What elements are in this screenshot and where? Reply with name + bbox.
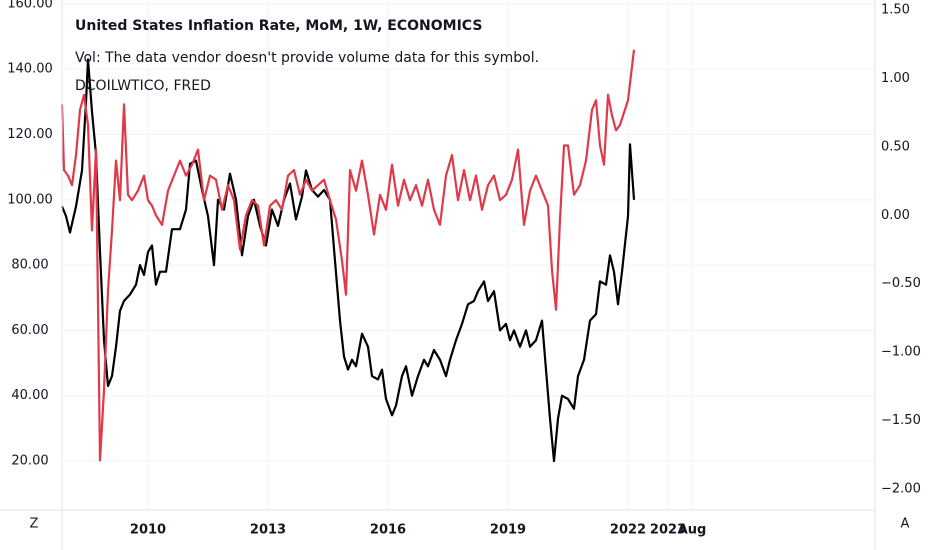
grid (62, 0, 875, 510)
x-tick-label: Aug (678, 523, 707, 538)
x-tick-label: 2023 (650, 523, 686, 538)
axis-labels: 20.00 40.00 60.00 80.00 100.00 120.00 140.00 16… (7, 0, 921, 538)
x-tick-label: 2022 (610, 523, 646, 538)
x-tick-label: 2019 (490, 523, 526, 538)
y2-tick-label: −1.50 (881, 413, 921, 428)
y-tick-label: 140.00 (7, 62, 53, 77)
scale-button[interactable]: A (901, 517, 910, 532)
annotation: DCOILWTICO, FRED (75, 78, 211, 94)
y-tick-label: 80.00 (11, 258, 48, 273)
y-tick-label: 40.00 (11, 388, 48, 403)
subtitle: Vol: The data vendor doesn't provide vol… (75, 50, 539, 66)
scale-button[interactable]: Z (30, 517, 39, 532)
y2-tick-label: −0.50 (881, 276, 921, 291)
x-tick-label: 2016 (370, 523, 406, 538)
line-series (60, 58, 636, 463)
y2-tick-label: −2.00 (881, 482, 921, 497)
plot-area (60, 49, 636, 463)
y-tick-label: 100.00 (7, 192, 53, 207)
x-tick-label: 2013 (250, 523, 286, 538)
y2-tick-label: −1.00 (881, 345, 921, 360)
y-tick-label: 160.00 (7, 0, 53, 11)
y2-tick-label: 0.00 (881, 208, 910, 223)
y2-tick-label: 1.50 (881, 2, 910, 17)
chart-title: United States Inflation Rate, MoM, 1W, E… (75, 18, 482, 34)
y-tick-label: 20.00 (11, 454, 48, 469)
y2-tick-label: 1.00 (881, 71, 910, 86)
y-tick-label: 60.00 (11, 323, 48, 338)
line-series (60, 49, 636, 462)
y-tick-label: 120.00 (7, 127, 53, 142)
y2-tick-label: 0.50 (881, 139, 910, 154)
x-tick-label: 2010 (130, 523, 166, 538)
